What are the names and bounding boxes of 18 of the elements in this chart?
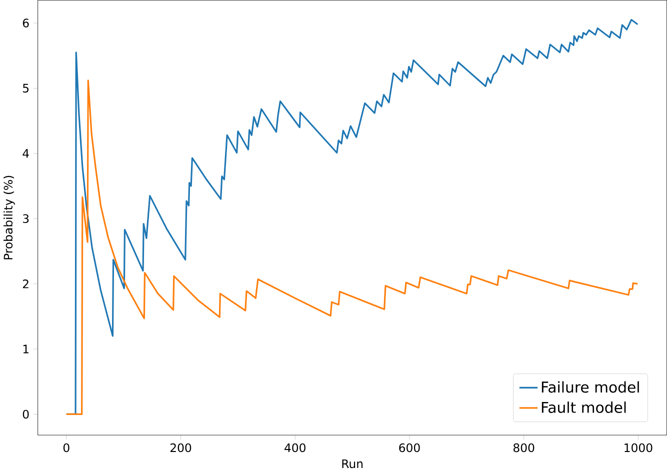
y-tick-label: 4 [22,149,29,158]
x-axis-title: Run [342,460,363,468]
legend-label: Fault model [542,402,626,414]
y-tick-label: 6 [22,18,29,28]
y-tick-label: 2 [22,280,28,288]
y-tick-label: 0 [22,410,29,419]
y-axis-title: Probability (%) [4,176,15,260]
line-series [66,80,638,416]
legend-label: Failure model [542,381,639,393]
y-tick-label: 1 [23,344,28,354]
x-tick-label: 200 [170,444,192,452]
x-tick-label: 1000 [624,444,652,452]
y-tick-label: 3 [22,214,29,224]
x-tick-label: 400 [284,444,306,452]
y-tick-label: 5 [23,84,29,93]
x-tick-label: 600 [399,444,420,452]
x-tick-label: 800 [514,444,534,452]
x-tick-label: 0 [63,444,70,452]
